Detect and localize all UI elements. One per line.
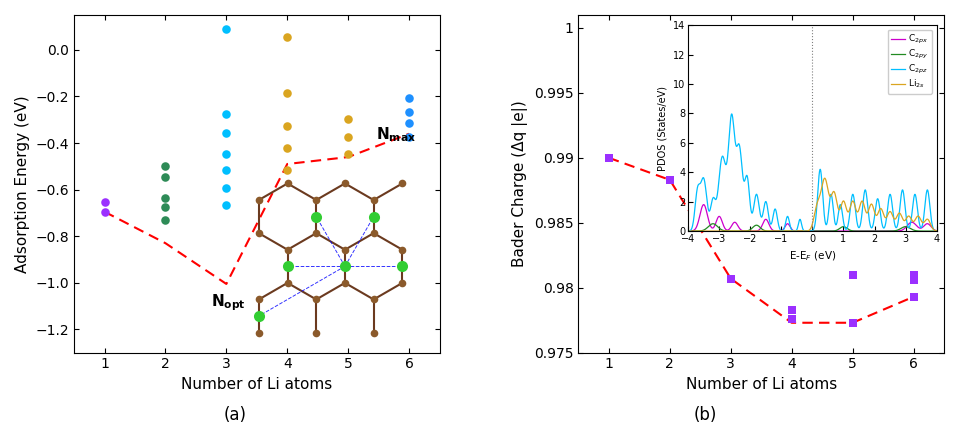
Point <box>784 315 800 322</box>
Text: (a): (a) <box>223 406 246 424</box>
Point <box>280 34 295 41</box>
Point <box>219 25 234 32</box>
Point <box>219 129 234 136</box>
Point <box>280 89 295 96</box>
Point <box>219 150 234 157</box>
Point <box>402 134 417 141</box>
Point <box>340 134 356 141</box>
Point <box>906 293 922 300</box>
Point <box>280 167 295 173</box>
Point <box>402 120 417 127</box>
Text: $\mathbf{N_{max}}$: $\mathbf{N_{max}}$ <box>376 126 415 144</box>
Point <box>845 271 860 278</box>
Point <box>280 144 295 151</box>
Point <box>340 150 356 157</box>
Point <box>219 201 234 208</box>
Point <box>157 204 173 210</box>
Point <box>219 111 234 117</box>
Point <box>157 217 173 223</box>
Point <box>845 319 860 326</box>
Point <box>97 199 112 206</box>
Y-axis label: Bader Charge (Δq |e|): Bader Charge (Δq |e|) <box>512 100 528 267</box>
Point <box>97 208 112 215</box>
Point <box>662 176 677 183</box>
Point <box>219 167 234 173</box>
Point <box>219 185 234 192</box>
Y-axis label: Adsorption Energy (eV): Adsorption Energy (eV) <box>15 95 30 273</box>
Point <box>157 163 173 170</box>
X-axis label: Number of Li atoms: Number of Li atoms <box>181 377 333 392</box>
Point <box>340 115 356 122</box>
Point <box>906 276 922 283</box>
Point <box>601 154 617 161</box>
Point <box>402 94 417 101</box>
Point <box>157 194 173 201</box>
Point <box>157 173 173 180</box>
X-axis label: Number of Li atoms: Number of Li atoms <box>686 377 837 392</box>
Point <box>402 108 417 115</box>
Text: $\mathbf{N_{opt}}$: $\mathbf{N_{opt}}$ <box>211 292 246 313</box>
Point <box>280 122 295 129</box>
Point <box>723 275 738 282</box>
Point <box>906 271 922 278</box>
Text: (b): (b) <box>693 406 716 424</box>
Point <box>784 307 800 313</box>
